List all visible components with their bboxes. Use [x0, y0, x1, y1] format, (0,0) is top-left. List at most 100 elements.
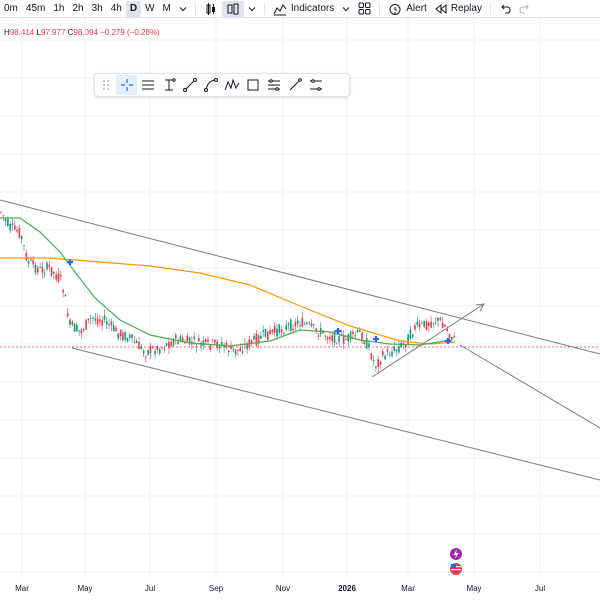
candle-body [161, 347, 163, 349]
candle-body [377, 359, 379, 367]
layouts-button[interactable] [354, 1, 375, 17]
candle-body [85, 319, 87, 330]
candle-body [352, 331, 354, 335]
moving-average-slow-line [0, 257, 456, 345]
candle-body [147, 350, 149, 355]
candle-body [87, 318, 90, 320]
timeframe-d[interactable]: D [125, 0, 142, 17]
candle-body [414, 325, 416, 330]
candle-body [257, 335, 260, 344]
alarm-clock-icon [389, 3, 401, 15]
candle-body [46, 262, 48, 270]
curve-tool[interactable] [200, 75, 221, 95]
candle-body [349, 331, 352, 340]
candle-body [356, 329, 359, 332]
timeframe-1h[interactable]: 1h [53, 2, 65, 14]
candle-body [425, 321, 428, 330]
timeframe-0m[interactable]: 0m [4, 2, 18, 14]
timeframe-2h[interactable]: 2h [72, 2, 84, 14]
parallel-channel-icon [267, 79, 280, 91]
candle-body [62, 289, 64, 293]
candle-body [78, 330, 80, 332]
undo-button[interactable] [495, 1, 515, 17]
candle-body [119, 330, 122, 336]
candle-body [184, 342, 186, 344]
pattern-tool[interactable] [221, 75, 242, 95]
bar-style-icon [227, 3, 239, 14]
bars-chart-type-button[interactable] [221, 0, 244, 17]
undo-icon [501, 4, 511, 13]
chart-grid [0, 18, 600, 578]
timeframe-4h[interactable]: 4h [110, 2, 122, 14]
candle-body [41, 266, 44, 273]
channel-lower-line [71, 347, 600, 481]
x-tick-label: Jul [534, 584, 546, 593]
ray-tool[interactable] [284, 75, 305, 95]
candle-body [402, 342, 405, 344]
redo-button[interactable] [515, 1, 535, 17]
close-label: C [67, 28, 74, 37]
candle-body [158, 349, 161, 354]
price-chart[interactable] [0, 18, 600, 578]
uptrend-arrow-line [371, 303, 485, 378]
replay-button[interactable]: Replay [431, 1, 486, 17]
close-value: 98.094 [73, 28, 98, 37]
candle-body [165, 343, 168, 346]
horizontal-ray-icon [141, 80, 154, 90]
crosshair-tool[interactable] [116, 75, 137, 95]
candle-body [372, 359, 375, 362]
candle-body [423, 320, 425, 327]
rectangle-tool[interactable] [242, 75, 263, 95]
curve-icon [203, 78, 218, 92]
candle-body [7, 219, 9, 227]
candle-body [306, 322, 308, 325]
text-tool[interactable] [158, 75, 179, 95]
alert-button[interactable]: Alert [384, 1, 431, 17]
candle-body [126, 337, 129, 342]
time-axis[interactable]: Mar May Jul Sep Nov 2026 Mar May Jul [0, 578, 600, 600]
candle-body [209, 344, 212, 350]
us-flag-event-badge[interactable] [450, 563, 462, 575]
timeframe-45m[interactable]: 45m [25, 2, 46, 14]
candle-body [11, 223, 14, 226]
candle-body [83, 329, 85, 331]
candle-body [363, 341, 366, 345]
timeframe-m[interactable]: M [162, 2, 171, 14]
candle-body [285, 325, 287, 330]
drawings-layer[interactable] [0, 199, 600, 481]
candle-body [430, 321, 432, 328]
lightning-event-badge[interactable] [450, 548, 462, 560]
cross-markers [67, 259, 451, 344]
candle-body [262, 330, 264, 332]
crosshair-icon [120, 79, 133, 91]
divider [263, 2, 265, 15]
range-tool[interactable] [305, 75, 326, 95]
candle-body [395, 349, 398, 352]
timeframe-3h[interactable]: 3h [91, 2, 103, 14]
timeframe-dropdown-button[interactable] [175, 1, 191, 17]
candle-body [269, 330, 271, 335]
chart-type-dropdown-button[interactable] [244, 1, 260, 17]
candle-body [112, 324, 115, 331]
candle-body [96, 318, 99, 325]
horizontal-lines-tool[interactable] [137, 75, 158, 95]
drag-handle-icon[interactable] [95, 75, 116, 95]
candle-body [60, 274, 62, 277]
high-label: H [4, 28, 10, 37]
indicators-button[interactable]: Indicators [269, 1, 338, 17]
ray-icon [289, 78, 302, 91]
trend-line-tool[interactable] [179, 75, 200, 95]
candle-body [411, 334, 414, 337]
candles-chart-type-button[interactable] [200, 1, 222, 17]
timeframe-w[interactable]: W [145, 2, 155, 14]
arrow-head-icon [475, 303, 485, 312]
candle-body [379, 361, 382, 365]
indicators-dropdown-button[interactable] [338, 1, 354, 17]
events-badges [450, 548, 462, 575]
candle-body [303, 323, 306, 325]
candle-body [108, 324, 110, 325]
parallel-channel-tool[interactable] [263, 75, 284, 95]
candle-body [255, 333, 258, 346]
indicators-icon [273, 3, 287, 15]
grid-layout-icon [358, 2, 371, 15]
